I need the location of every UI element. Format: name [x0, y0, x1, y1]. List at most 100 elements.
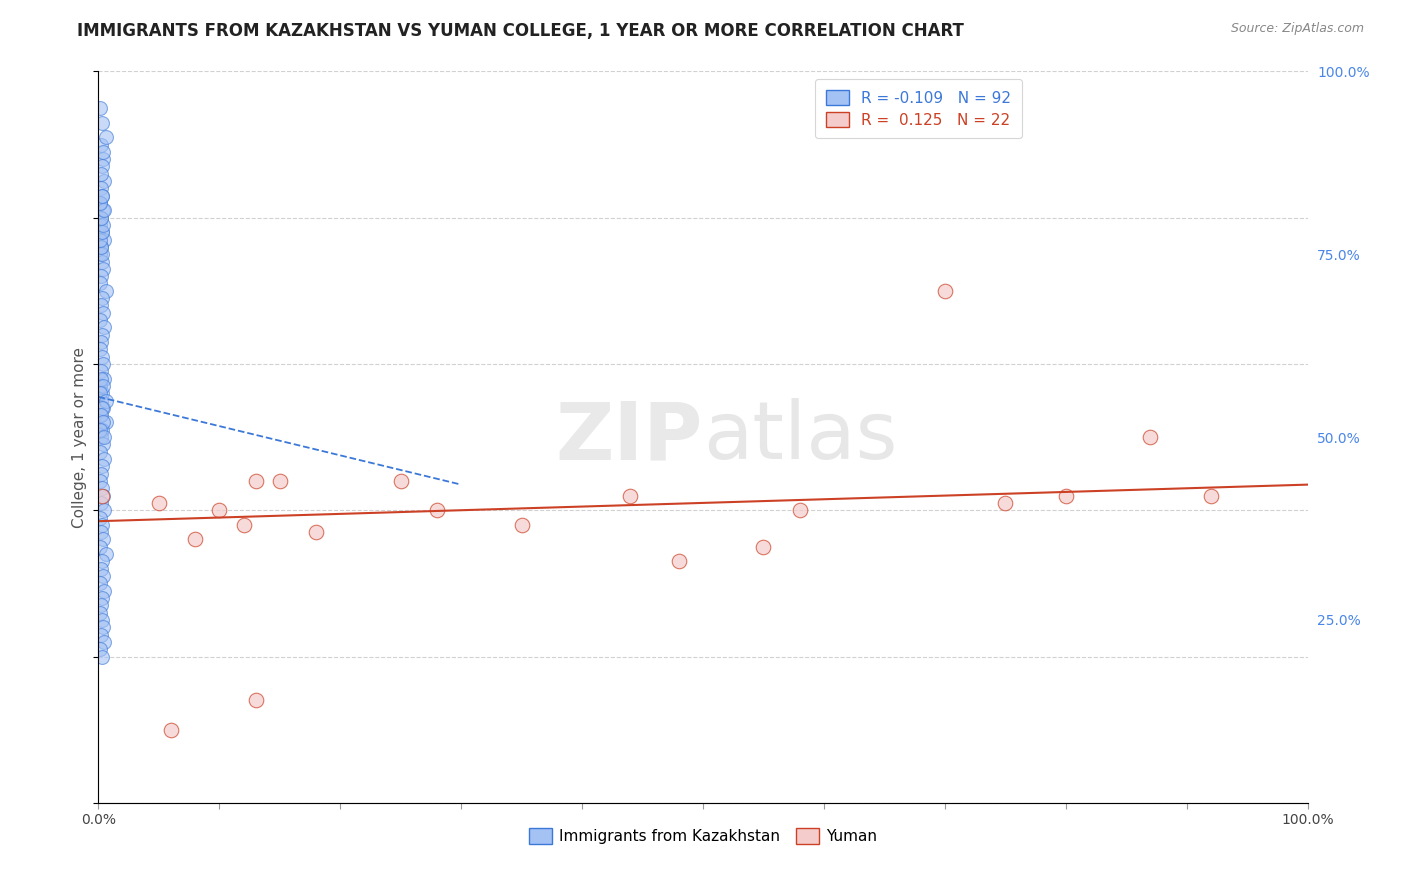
Text: ZIP: ZIP — [555, 398, 703, 476]
Point — [89, 540, 111, 554]
Point — [305, 525, 328, 540]
Point — [91, 306, 114, 320]
Point — [90, 627, 112, 641]
Point — [91, 379, 114, 393]
Point — [90, 167, 112, 181]
Point — [91, 145, 114, 159]
Point — [90, 240, 112, 254]
Point — [91, 291, 114, 305]
Point — [91, 533, 114, 547]
Point — [994, 496, 1017, 510]
Point — [91, 459, 114, 474]
Legend: Immigrants from Kazakhstan, Yuman: Immigrants from Kazakhstan, Yuman — [523, 822, 883, 850]
Point — [91, 517, 114, 532]
Point — [93, 174, 115, 188]
Point — [94, 547, 117, 561]
Point — [91, 254, 114, 268]
Point — [91, 160, 114, 174]
Point — [91, 401, 114, 415]
Point — [91, 350, 114, 364]
Point — [93, 583, 115, 598]
Point — [752, 540, 775, 554]
Point — [89, 510, 111, 524]
Point — [91, 327, 114, 342]
Point — [91, 115, 114, 129]
Point — [269, 474, 291, 488]
Point — [184, 533, 207, 547]
Point — [89, 247, 111, 261]
Point — [208, 503, 231, 517]
Point — [91, 569, 114, 583]
Point — [90, 599, 112, 613]
Point — [1139, 430, 1161, 444]
Point — [93, 371, 115, 385]
Point — [934, 284, 956, 298]
Point — [90, 408, 112, 422]
Point — [89, 379, 111, 393]
Point — [90, 240, 112, 254]
Point — [91, 247, 114, 261]
Point — [91, 386, 114, 401]
Point — [89, 408, 111, 422]
Point — [90, 562, 112, 576]
Point — [89, 576, 111, 591]
Point — [89, 423, 111, 437]
Point — [90, 467, 112, 481]
Point — [90, 137, 112, 152]
Point — [91, 401, 114, 415]
Point — [426, 503, 449, 517]
Point — [245, 474, 267, 488]
Point — [160, 723, 183, 737]
Point — [1054, 489, 1077, 503]
Point — [91, 225, 114, 239]
Point — [91, 437, 114, 451]
Point — [91, 188, 114, 202]
Text: atlas: atlas — [703, 398, 897, 476]
Point — [91, 218, 114, 232]
Point — [90, 269, 112, 284]
Point — [91, 188, 114, 202]
Point — [89, 343, 111, 357]
Point — [93, 635, 115, 649]
Point — [90, 334, 112, 349]
Point — [789, 503, 811, 517]
Point — [90, 298, 112, 312]
Point — [91, 152, 114, 166]
Point — [90, 364, 112, 378]
Point — [668, 554, 690, 568]
Point — [91, 620, 114, 634]
Point — [91, 591, 114, 605]
Point — [91, 613, 114, 627]
Point — [90, 525, 112, 540]
Point — [89, 313, 111, 327]
Point — [91, 423, 114, 437]
Point — [1199, 489, 1222, 503]
Point — [89, 386, 111, 401]
Point — [91, 357, 114, 371]
Text: Source: ZipAtlas.com: Source: ZipAtlas.com — [1230, 22, 1364, 36]
Point — [91, 203, 114, 218]
Point — [91, 489, 114, 503]
Point — [90, 211, 112, 225]
Point — [90, 211, 112, 225]
Point — [94, 416, 117, 430]
Point — [245, 693, 267, 707]
Point — [90, 430, 112, 444]
Point — [91, 554, 114, 568]
Point — [91, 416, 114, 430]
Point — [89, 444, 111, 458]
Point — [93, 203, 115, 218]
Point — [89, 101, 111, 115]
Point — [232, 517, 254, 532]
Point — [91, 649, 114, 664]
Point — [90, 393, 112, 408]
Point — [93, 233, 115, 247]
Point — [619, 489, 641, 503]
Point — [91, 489, 114, 503]
Point — [89, 196, 111, 211]
Point — [89, 642, 111, 657]
Point — [93, 320, 115, 334]
Point — [89, 606, 111, 620]
Point — [93, 430, 115, 444]
Point — [89, 277, 111, 291]
